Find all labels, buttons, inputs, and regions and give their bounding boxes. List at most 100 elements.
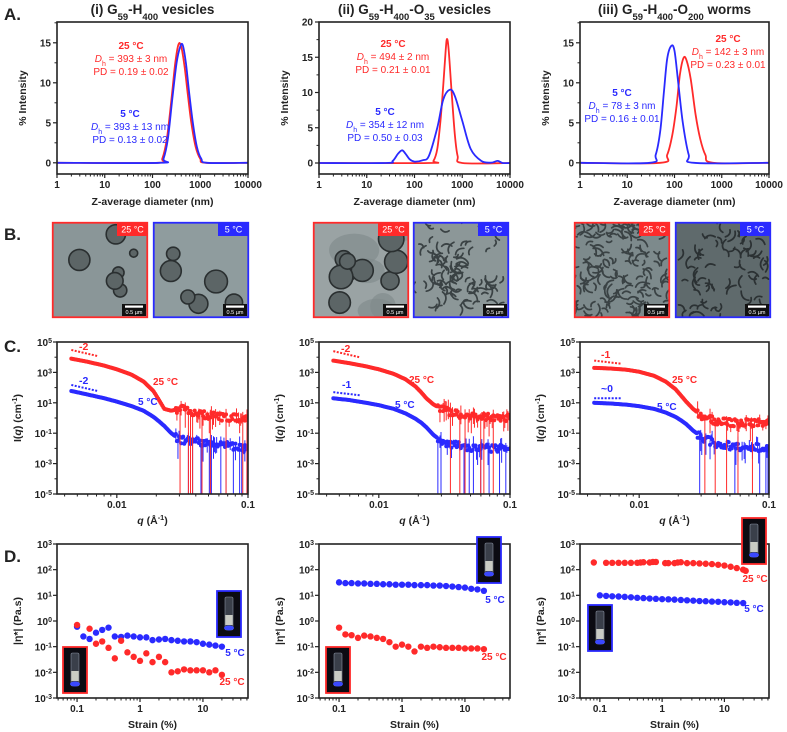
power-law-exponent: ~0 — [601, 383, 613, 395]
x-tick-label: 10000 — [496, 180, 524, 191]
tick-exponent: 5 — [48, 338, 52, 345]
worm — [704, 282, 715, 292]
worm — [635, 275, 644, 280]
worm — [599, 222, 607, 234]
series-line-25C — [580, 55, 769, 165]
data-point — [105, 644, 112, 652]
x-tick-label: 10000 — [234, 180, 262, 191]
text-part: (Å — [406, 514, 420, 527]
worm — [714, 306, 720, 313]
tick-exponent: 1 — [571, 591, 575, 598]
x-tick-label: 0.1 — [332, 704, 346, 715]
worm — [428, 275, 441, 286]
worm — [651, 287, 659, 291]
data-point — [193, 638, 200, 646]
worm — [592, 244, 604, 249]
tick-exponent: 5 — [571, 338, 575, 345]
worm — [624, 222, 629, 224]
dh-subscript: h — [596, 108, 600, 115]
y-axis-label: |η*| (Pa.s) — [274, 597, 286, 645]
text-part: ) (cm — [12, 404, 24, 429]
x-tick-label: 0.01 — [369, 500, 389, 511]
vial-sample — [71, 671, 79, 681]
worm — [574, 299, 579, 303]
worm — [579, 225, 586, 236]
annotation-pd: PD = 0.13 ± 0.02 — [92, 135, 168, 146]
image-border — [312, 221, 410, 319]
dh-subscript: h — [699, 54, 703, 61]
saxs-series-25C — [592, 365, 769, 494]
data-point — [696, 597, 703, 605]
tick-base: 10 — [37, 591, 49, 602]
worm — [761, 276, 770, 280]
worm — [620, 248, 634, 255]
text-part: ) (cm — [535, 404, 547, 429]
image-border — [573, 221, 671, 319]
power-law-guide — [333, 350, 361, 359]
data-point — [185, 405, 190, 410]
micrograph-background — [675, 222, 771, 318]
worm — [687, 265, 696, 269]
worm — [627, 222, 636, 227]
x-tick-label: 1000 — [711, 180, 734, 191]
tick-exponent: -5 — [308, 490, 314, 497]
worm — [605, 240, 613, 244]
tick-base: 10 — [560, 566, 572, 577]
x-axis: 0.01 0.1 — [64, 494, 255, 511]
text-part: |η*| (Pa.s) — [12, 597, 24, 645]
tick-base: 10 — [37, 368, 49, 379]
x-tick-label: 1 — [659, 704, 665, 715]
vial-icon — [595, 610, 605, 645]
plot-area — [73, 621, 226, 679]
data-point — [733, 599, 740, 607]
worm — [599, 312, 603, 318]
worm — [603, 258, 611, 267]
data-point — [392, 643, 399, 650]
data-point — [445, 439, 450, 444]
vial-photo-inset — [741, 517, 767, 565]
image-border — [674, 221, 772, 319]
data-point — [430, 582, 437, 589]
worm — [594, 303, 601, 318]
y-tick-label: 10-1 — [35, 429, 52, 441]
worm — [626, 301, 634, 306]
data-point — [136, 657, 144, 665]
plot-area — [590, 558, 749, 607]
worm — [464, 276, 471, 283]
data-point — [658, 595, 666, 603]
y-tick-label: 103 — [560, 368, 575, 380]
worm — [428, 236, 434, 244]
worm — [454, 262, 461, 268]
y-tick-label: 105 — [37, 338, 52, 350]
worm — [753, 273, 759, 285]
scale-bar — [486, 305, 504, 308]
worm — [579, 222, 585, 226]
vial-icon — [749, 523, 759, 558]
data-point — [398, 641, 406, 648]
text-part: |η*| (Pa.s) — [274, 597, 286, 645]
worm — [706, 222, 711, 223]
data-point — [449, 583, 456, 590]
text-part: (iii) G — [598, 2, 633, 17]
data-point — [124, 649, 131, 656]
text-part: -1 — [272, 398, 281, 405]
plot-frame — [318, 21, 511, 175]
temperature-label: 5 °C — [225, 225, 243, 235]
worm — [449, 263, 458, 274]
worm — [685, 255, 692, 269]
data-point — [590, 559, 598, 566]
y-axis: 0 5 10 15 20 — [302, 18, 319, 170]
worm — [677, 249, 685, 261]
dh-symbol: D — [589, 101, 596, 112]
text-part: ) — [686, 515, 690, 527]
worm — [435, 241, 442, 255]
y-tick-label: 103 — [37, 368, 52, 380]
dh-value: = 142 ± 3 nm — [703, 47, 764, 58]
data-point — [149, 658, 156, 666]
plot-area — [580, 44, 769, 165]
worm — [440, 257, 447, 267]
y-tick-label: 103 — [299, 540, 314, 552]
data-point — [354, 634, 362, 642]
tick-base: 10 — [560, 368, 572, 379]
